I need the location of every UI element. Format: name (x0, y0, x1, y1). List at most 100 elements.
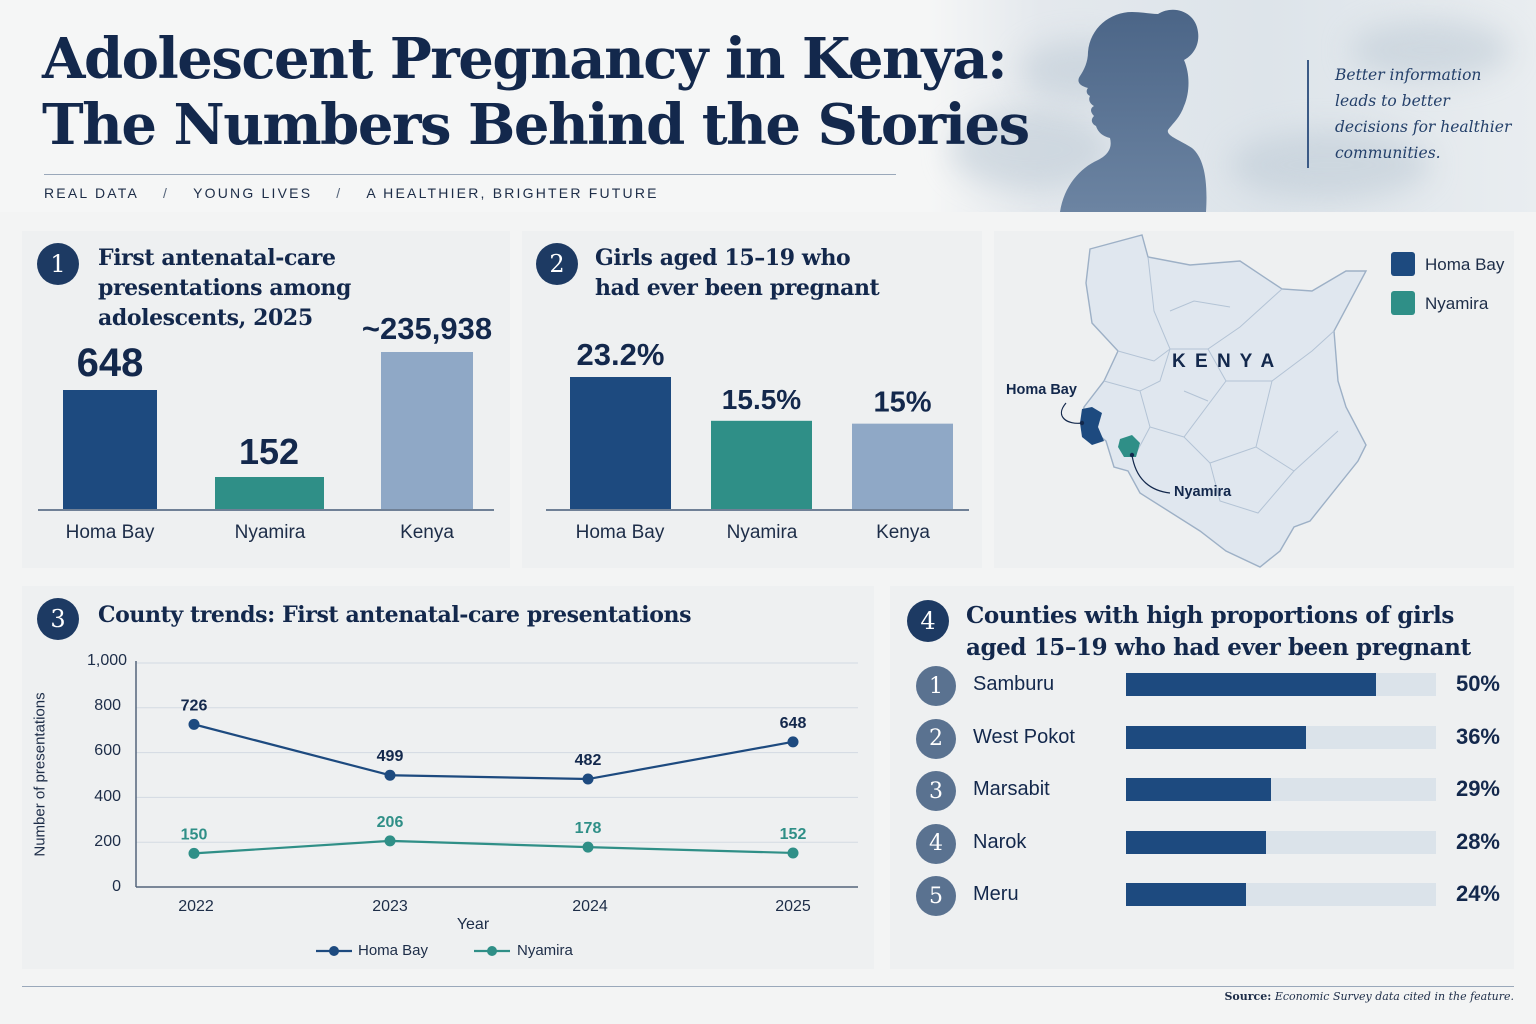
data-point (384, 835, 396, 847)
bar-value-label: 15% (873, 387, 931, 419)
kenya-map (1060, 234, 1368, 568)
panel-title: County trends: First antenatal-care pres… (98, 602, 692, 628)
x-tick-label: 2022 (178, 898, 214, 915)
panel-title: Counties with high proportions of girls … (966, 602, 1471, 661)
rank-badge: 4 (916, 823, 956, 864)
y-tick-label: 400 (94, 788, 121, 805)
bar-homa-bay (63, 390, 157, 509)
rank-badge: 3 (916, 771, 956, 811)
tagline-item: A HEALTHIER, BRIGHTER FUTURE (366, 185, 659, 201)
bar-value-label: 648 (76, 341, 144, 385)
bar-nyamira (215, 477, 324, 509)
footer-divider (22, 986, 1514, 987)
legend-line-icon-nyamira (474, 946, 510, 956)
legend-swatch-homa-bay (1391, 252, 1415, 276)
data-point (188, 847, 200, 859)
rank-bar-fill (1126, 778, 1271, 801)
page-title: Adolescent Pregnancy in Kenya: The Numbe… (42, 26, 1030, 158)
data-point (582, 841, 594, 853)
category-label: Nyamira (234, 522, 306, 543)
rank-value-label: 28% (1455, 828, 1500, 854)
data-label: 178 (575, 820, 602, 837)
panel-title: Girls aged 15–19 who had ever been pregn… (595, 245, 880, 301)
tagline-item: YOUNG LIVES (193, 185, 313, 201)
map-callout-homa-bay: Homa Bay (1006, 382, 1077, 398)
rank-value-label: 29% (1455, 776, 1500, 801)
data-label: 150 (181, 826, 208, 843)
source-text: Economic Survey data cited in the featur… (1274, 990, 1514, 1003)
county-trends-line-chart: 726 499 482 648 150 206 178 152 (135, 661, 858, 888)
rank-bar-fill (1126, 725, 1306, 749)
data-point (582, 773, 594, 785)
tagline: REAL DATA / YOUNG LIVES / A HEALTHIER, BRIGH… (44, 185, 659, 201)
rank-bar-fill (1126, 830, 1266, 854)
legend-label: Homa Bay (358, 942, 429, 959)
series-line-homa-bay (193, 723, 794, 781)
x-axis-line (546, 509, 969, 511)
x-tick-label: 2023 (372, 898, 408, 915)
y-tick-label: 600 (94, 742, 121, 759)
y-tick-label: 1,000 (87, 652, 128, 669)
y-tick-label: 200 (94, 833, 121, 850)
category-label: Kenya (876, 522, 930, 543)
title-divider (44, 174, 896, 175)
rank-bar-fill (1126, 883, 1246, 906)
rank-bar-track (1126, 725, 1436, 749)
data-point (787, 847, 799, 859)
rank-county-name: West Pokot (973, 725, 1075, 748)
rank-county-name: Samburu (973, 673, 1055, 695)
panel-title: First antenatal-care presentations among… (98, 245, 351, 331)
category-label: Kenya (400, 522, 454, 543)
data-label: 499 (377, 748, 404, 765)
panel-kenya-map: K E N Y A Homa Bay Nyamira Homa Bay Nyam… (994, 231, 1514, 568)
map-country-label: K E N Y A (1172, 351, 1277, 372)
rank-bar-track (1126, 830, 1436, 854)
rank-county-name: Marsabit (973, 778, 1050, 800)
tagline-item: REAL DATA (44, 185, 140, 201)
rank-bar-fill (1126, 673, 1376, 696)
bar-nyamira (711, 420, 812, 509)
ever-pregnant-bar-chart: 23.2% 15.5% 15% (570, 337, 953, 509)
bar-homa-bay (570, 377, 671, 509)
data-point (787, 736, 799, 748)
data-label: 482 (575, 752, 602, 769)
rank-badge: 5 (916, 876, 956, 916)
panel-number-badge: 1 (37, 243, 79, 285)
map-callout-nyamira: Nyamira (1174, 484, 1232, 500)
header-quote: Better information leads to better decis… (1335, 66, 1512, 162)
series-line-nyamira (193, 839, 794, 855)
source-note: Source: Economic Survey data cited in th… (1224, 990, 1514, 1003)
rank-badge: 2 (916, 718, 956, 759)
data-point (384, 769, 396, 781)
panel-number-badge: 4 (907, 600, 949, 642)
legend-label: Nyamira (1425, 294, 1489, 313)
y-tick-label: 800 (94, 697, 121, 714)
rank-bar-track (1126, 673, 1436, 696)
rank-county-name: Narok (973, 830, 1027, 853)
category-label: Homa Bay (65, 522, 155, 543)
bar-value-label: ~235,938 (361, 311, 493, 346)
panel-county-ranking: 4 Counties with high proportions of girl… (890, 586, 1514, 969)
x-tick-label: 2025 (775, 898, 811, 915)
x-axis-label: Year (456, 916, 490, 933)
rank-value-label: 50% (1455, 671, 1500, 696)
data-label: 152 (780, 826, 807, 843)
rank-badge: 1 (916, 666, 956, 706)
panel-number-badge: 2 (536, 243, 578, 285)
legend-label: Nyamira (517, 942, 573, 959)
category-label: Nyamira (726, 522, 798, 543)
bar-kenya (852, 423, 953, 509)
tagline-separator: / (336, 185, 343, 201)
bar-value-label: 23.2% (577, 337, 665, 372)
bar-kenya (381, 352, 473, 509)
tagline-separator: / (163, 185, 170, 201)
bar-value-label: 152 (238, 431, 300, 472)
panel-county-trends: 3 County trends: First antenatal-care pr… (22, 586, 874, 969)
data-label: 206 (377, 814, 404, 831)
girl-silhouette-icon (1060, 9, 1207, 212)
quote-accent-rule (1307, 60, 1309, 168)
hero-sky-background (930, 0, 1536, 212)
data-point (188, 718, 200, 730)
x-tick-label: 2024 (572, 898, 608, 915)
bar-value-label: 15.5% (722, 384, 801, 415)
